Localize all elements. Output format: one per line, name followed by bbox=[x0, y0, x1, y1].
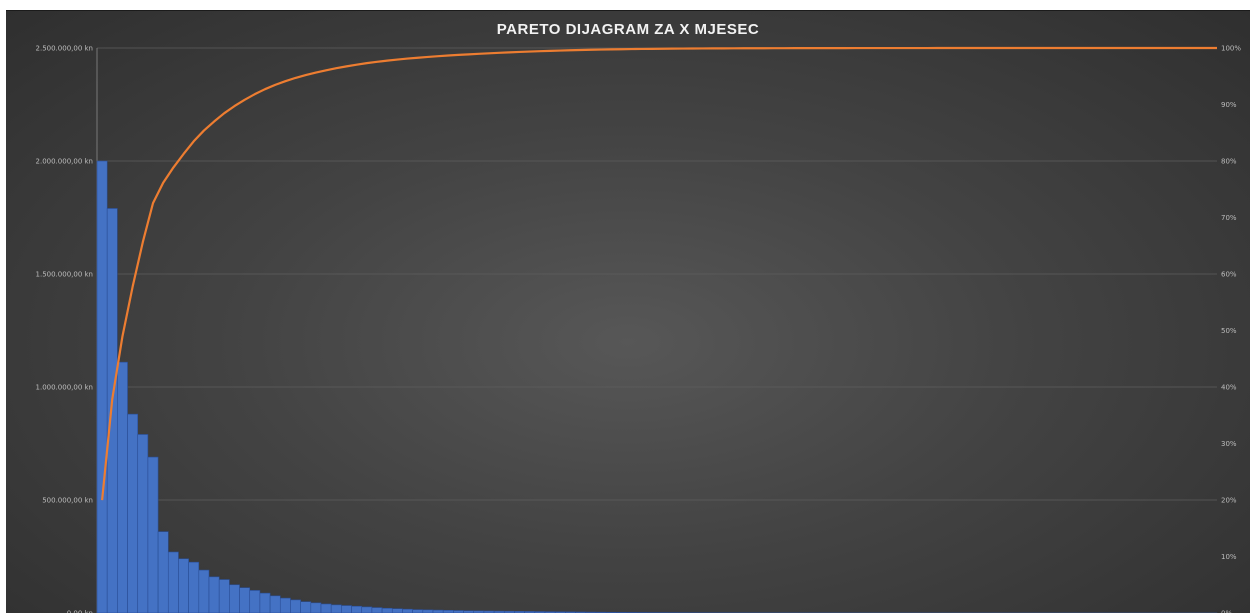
bar bbox=[250, 590, 260, 613]
bar bbox=[392, 609, 402, 613]
bar bbox=[413, 610, 423, 613]
bar bbox=[117, 362, 127, 613]
bar bbox=[260, 593, 270, 613]
bar bbox=[138, 434, 148, 613]
bar bbox=[229, 585, 239, 613]
bar bbox=[372, 608, 382, 613]
bar bbox=[311, 603, 321, 613]
bar bbox=[97, 161, 107, 613]
bar bbox=[148, 457, 158, 613]
y2-tick-label: 80% bbox=[1221, 158, 1237, 166]
y-tick-label: 2.500.000,00 kn bbox=[36, 45, 93, 53]
y2-tick-label: 90% bbox=[1221, 101, 1237, 109]
y-tick-label: 2.000.000,00 kn bbox=[36, 158, 93, 166]
y2-tick-label: 0% bbox=[1221, 610, 1232, 613]
y2-tick-label: 100% bbox=[1221, 45, 1241, 53]
bar bbox=[178, 559, 188, 613]
y2-tick-label: 30% bbox=[1221, 440, 1237, 448]
bar bbox=[362, 607, 372, 613]
bar bbox=[107, 208, 117, 613]
chart-title: PARETO DIJAGRAM ZA X MJESEC bbox=[6, 21, 1250, 38]
y2-tick-label: 50% bbox=[1221, 327, 1237, 335]
bar bbox=[270, 596, 280, 613]
bar bbox=[402, 609, 412, 613]
bar bbox=[219, 580, 229, 613]
y2-tick-label: 60% bbox=[1221, 271, 1237, 279]
y2-tick-label: 40% bbox=[1221, 384, 1237, 392]
bar bbox=[290, 600, 300, 613]
bar bbox=[382, 608, 392, 613]
bar bbox=[158, 532, 168, 613]
bar bbox=[199, 570, 209, 613]
pareto-chart: 0,00 kn 500.000,00 kn 1.000.000,00 kn 1.500… bbox=[6, 11, 1250, 613]
y2-tick-label: 10% bbox=[1221, 553, 1237, 561]
y-tick-label: 500.000,00 kn bbox=[42, 497, 93, 505]
y2-tick-label: 20% bbox=[1221, 497, 1237, 505]
y-tick-label: 1.000.000,00 kn bbox=[36, 384, 93, 392]
chart-frame: 0,00 kn 500.000,00 kn 1.000.000,00 kn 1.500… bbox=[6, 10, 1250, 613]
bar bbox=[189, 562, 199, 613]
y2-tick-label: 70% bbox=[1221, 214, 1237, 222]
bar bbox=[128, 414, 138, 613]
y-tick-label: 1.500.000,00 kn bbox=[36, 271, 93, 279]
bar bbox=[301, 602, 311, 613]
bar bbox=[168, 552, 178, 613]
y-tick-label: 0,00 kn bbox=[67, 610, 93, 613]
bar bbox=[240, 588, 250, 613]
bar bbox=[280, 598, 290, 613]
bar bbox=[209, 577, 219, 613]
